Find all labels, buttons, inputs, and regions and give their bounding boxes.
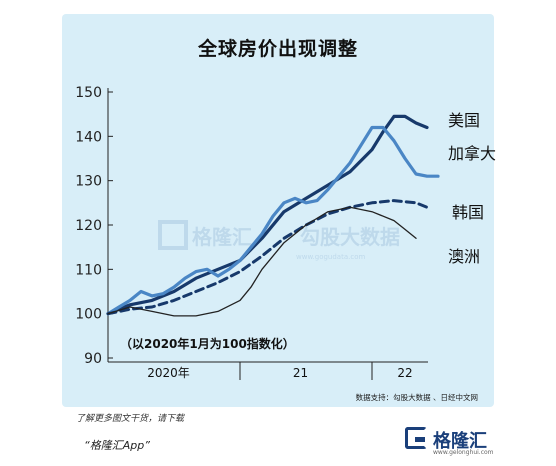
series-line-2 — [106, 199, 429, 316]
brand-url: www.gelonghui.com — [433, 449, 494, 456]
series-label-0: 美国 — [448, 111, 480, 130]
series-line-1 — [106, 125, 440, 316]
series-group — [106, 114, 440, 317]
series-label-2: 韩国 — [452, 203, 484, 222]
watermark: 格隆汇 勾股大数据 www.gogudata.com — [158, 220, 400, 261]
watermark-url: www.gogudata.com — [296, 253, 365, 261]
app-name: “格隆汇App” — [84, 439, 150, 452]
y-tick-label: 100 — [75, 307, 102, 323]
x-tick-label: 21 — [293, 366, 308, 380]
series-line-0 — [106, 114, 429, 316]
y-tick-label: 150 — [75, 85, 102, 101]
y-tick-label: 120 — [75, 218, 102, 234]
watermark-text-1: 格隆汇 — [192, 225, 252, 249]
brand-logo: 格隆汇 www.gelonghui.com — [405, 427, 515, 459]
series-label-3: 澳洲 — [448, 247, 480, 266]
y-tick-label: 110 — [75, 262, 102, 278]
index-annotation: （以2020年1月为100指数化） — [120, 336, 295, 351]
y-tick-label: 90 — [84, 351, 102, 367]
y-tick-label: 130 — [75, 174, 102, 190]
series-label-1: 加拿大 — [448, 144, 496, 163]
watermark-logo-icon — [158, 220, 188, 250]
brand-name: 格隆汇 — [433, 431, 487, 452]
brand-logo-icon — [405, 427, 427, 449]
series-line-3 — [107, 206, 417, 317]
source-note: 数据支持：勾股大数据 、日经中文网 — [356, 392, 478, 402]
y-tick-label: 140 — [75, 129, 102, 145]
watermark-text-2: 勾股大数据 — [300, 225, 400, 249]
download-prompt: 了解更多图文干货，请下载 — [76, 414, 185, 424]
chart-axes: 90 100 110 120 130 140 150 2020年 21 22 — [75, 85, 428, 380]
chart-title: 全球房价出现调整 — [197, 38, 358, 60]
x-tick-label: 2020年 — [147, 366, 190, 380]
x-tick-label: 22 — [397, 366, 412, 380]
